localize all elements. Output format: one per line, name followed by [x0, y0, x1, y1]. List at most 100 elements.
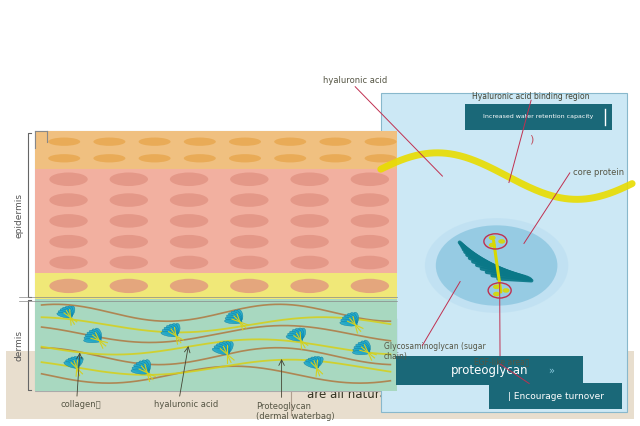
Ellipse shape	[74, 357, 81, 367]
Ellipse shape	[308, 358, 319, 368]
Ellipse shape	[109, 193, 148, 207]
Ellipse shape	[358, 342, 370, 352]
Ellipse shape	[351, 279, 389, 293]
Bar	[465, 104, 612, 130]
Ellipse shape	[161, 331, 178, 337]
Ellipse shape	[94, 328, 102, 340]
Ellipse shape	[87, 332, 101, 340]
Circle shape	[436, 225, 557, 306]
Text: core protein: core protein	[573, 168, 624, 177]
Text: Hyaluronic acid binding region: Hyaluronic acid binding region	[472, 92, 590, 101]
Ellipse shape	[287, 333, 303, 340]
Ellipse shape	[109, 279, 148, 293]
Bar	[381, 93, 627, 412]
Ellipse shape	[49, 256, 88, 269]
Ellipse shape	[49, 279, 88, 293]
Ellipse shape	[132, 367, 149, 373]
Bar	[6, 351, 634, 419]
Ellipse shape	[292, 329, 303, 340]
Bar	[35, 169, 397, 273]
Text: »: »	[548, 366, 554, 376]
Ellipse shape	[291, 279, 329, 293]
Ellipse shape	[60, 309, 72, 317]
Bar	[35, 131, 397, 391]
Text: Glycosaminoglycan (sugar
chain): Glycosaminoglycan (sugar chain)	[384, 342, 486, 361]
Ellipse shape	[225, 317, 242, 323]
Ellipse shape	[291, 214, 329, 227]
Text: | Encourage turnover: | Encourage turnover	[508, 392, 604, 401]
Ellipse shape	[349, 313, 358, 324]
Ellipse shape	[229, 138, 261, 146]
Ellipse shape	[170, 256, 208, 269]
Ellipse shape	[48, 138, 80, 146]
Ellipse shape	[212, 348, 229, 355]
Ellipse shape	[274, 154, 306, 162]
Ellipse shape	[228, 313, 242, 322]
Circle shape	[489, 243, 495, 248]
Ellipse shape	[340, 319, 357, 325]
Ellipse shape	[310, 357, 319, 367]
Ellipse shape	[136, 363, 149, 372]
Ellipse shape	[169, 324, 178, 335]
Text: EGF-like area: EGF-like area	[474, 357, 530, 366]
Ellipse shape	[89, 330, 101, 340]
Ellipse shape	[219, 342, 229, 354]
Ellipse shape	[58, 311, 72, 317]
Ellipse shape	[68, 358, 79, 368]
Ellipse shape	[286, 335, 303, 341]
Ellipse shape	[360, 341, 370, 352]
Ellipse shape	[295, 328, 303, 340]
Ellipse shape	[227, 315, 242, 322]
Ellipse shape	[342, 317, 357, 325]
Ellipse shape	[353, 348, 370, 354]
Ellipse shape	[70, 357, 79, 367]
Ellipse shape	[354, 346, 370, 353]
Polygon shape	[381, 214, 397, 356]
Ellipse shape	[363, 340, 371, 351]
Ellipse shape	[49, 193, 88, 207]
Ellipse shape	[184, 138, 216, 146]
Ellipse shape	[356, 344, 370, 352]
Ellipse shape	[344, 315, 357, 324]
Ellipse shape	[351, 256, 389, 269]
Ellipse shape	[229, 154, 261, 162]
Ellipse shape	[222, 341, 230, 353]
Ellipse shape	[49, 214, 88, 227]
Ellipse shape	[290, 331, 303, 340]
Ellipse shape	[170, 214, 208, 227]
Ellipse shape	[230, 173, 269, 186]
Ellipse shape	[67, 306, 73, 317]
Bar	[396, 356, 583, 385]
Text: epidermis: epidermis	[14, 193, 23, 238]
Ellipse shape	[109, 235, 148, 248]
Ellipse shape	[66, 360, 79, 368]
Ellipse shape	[131, 369, 149, 374]
Ellipse shape	[49, 235, 88, 248]
Ellipse shape	[230, 256, 269, 269]
Ellipse shape	[319, 138, 351, 146]
Ellipse shape	[109, 256, 148, 269]
Ellipse shape	[298, 328, 306, 340]
Ellipse shape	[352, 312, 358, 324]
Ellipse shape	[93, 154, 125, 162]
Ellipse shape	[225, 342, 233, 354]
Ellipse shape	[164, 327, 178, 336]
Ellipse shape	[170, 173, 208, 186]
Text: Increased water retention capacity: Increased water retention capacity	[483, 114, 594, 119]
Ellipse shape	[291, 235, 329, 248]
Ellipse shape	[162, 329, 178, 336]
Circle shape	[493, 285, 500, 289]
Ellipse shape	[304, 362, 319, 368]
Ellipse shape	[291, 193, 329, 207]
Ellipse shape	[353, 350, 370, 355]
Text: dermis: dermis	[14, 330, 23, 360]
Ellipse shape	[109, 214, 148, 227]
Ellipse shape	[109, 173, 148, 186]
Ellipse shape	[230, 235, 269, 248]
Ellipse shape	[49, 173, 88, 186]
Ellipse shape	[57, 313, 72, 318]
Ellipse shape	[347, 314, 357, 324]
Ellipse shape	[231, 311, 242, 321]
Ellipse shape	[224, 341, 231, 353]
Ellipse shape	[139, 361, 149, 372]
